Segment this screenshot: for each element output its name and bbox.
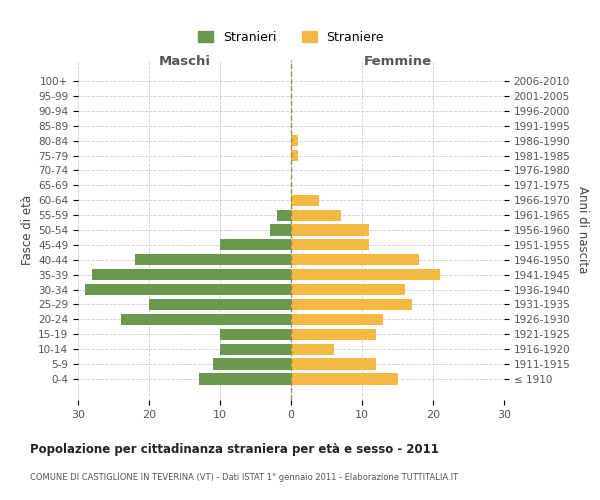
Bar xyxy=(291,135,298,146)
Bar xyxy=(291,328,376,340)
Bar xyxy=(291,344,334,355)
Bar xyxy=(291,358,376,370)
Bar xyxy=(291,224,369,235)
Bar xyxy=(291,194,319,206)
Bar xyxy=(85,284,291,295)
Bar xyxy=(220,328,291,340)
Legend: Stranieri, Straniere: Stranieri, Straniere xyxy=(193,26,389,49)
Bar xyxy=(135,254,291,266)
Bar xyxy=(291,150,298,161)
Bar xyxy=(291,254,419,266)
Bar xyxy=(291,314,383,325)
Bar xyxy=(213,358,291,370)
Bar xyxy=(291,284,404,295)
Bar xyxy=(270,224,291,235)
Bar xyxy=(92,269,291,280)
Bar xyxy=(220,344,291,355)
Text: Popolazione per cittadinanza straniera per età e sesso - 2011: Popolazione per cittadinanza straniera p… xyxy=(30,442,439,456)
Y-axis label: Anni di nascita: Anni di nascita xyxy=(576,186,589,274)
Bar xyxy=(291,210,341,220)
Bar xyxy=(277,210,291,220)
Text: COMUNE DI CASTIGLIONE IN TEVERINA (VT) - Dati ISTAT 1° gennaio 2011 - Elaborazio: COMUNE DI CASTIGLIONE IN TEVERINA (VT) -… xyxy=(30,472,458,482)
Bar xyxy=(291,240,369,250)
Bar xyxy=(220,240,291,250)
Bar xyxy=(199,374,291,384)
Bar xyxy=(291,299,412,310)
Y-axis label: Fasce di età: Fasce di età xyxy=(21,195,34,265)
Bar xyxy=(291,374,398,384)
Bar xyxy=(149,299,291,310)
Bar xyxy=(291,269,440,280)
Bar xyxy=(121,314,291,325)
Text: Maschi: Maschi xyxy=(158,54,211,68)
Text: Femmine: Femmine xyxy=(364,54,431,68)
